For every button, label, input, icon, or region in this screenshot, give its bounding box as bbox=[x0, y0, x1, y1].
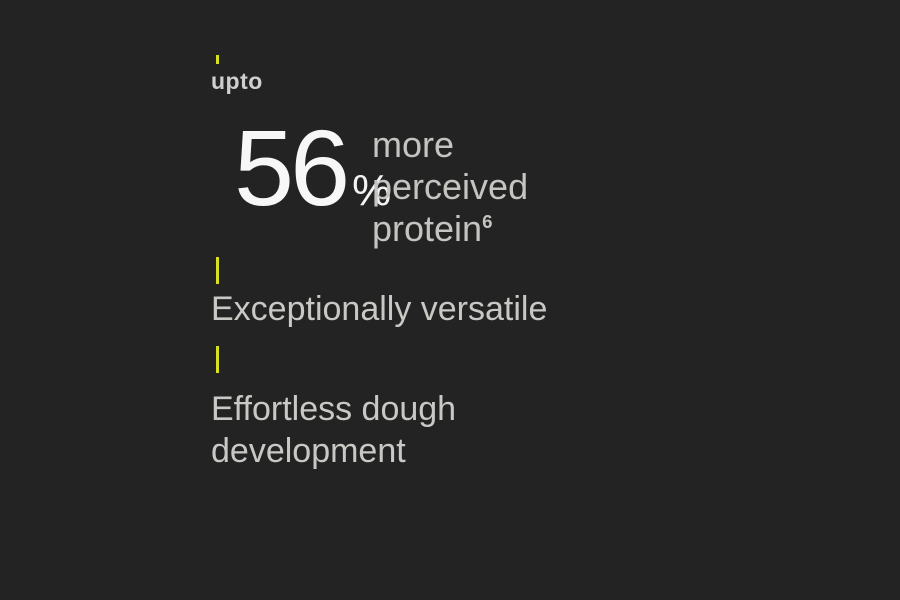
stat-unit-percent: % bbox=[352, 166, 392, 215]
feature-label: Exceptionally versatile bbox=[211, 290, 548, 328]
stat-qualifier: upto bbox=[211, 68, 263, 94]
stat-description-line: protein6 bbox=[372, 208, 528, 250]
headline-stat: 56 % bbox=[234, 114, 391, 222]
stat-value: 56 bbox=[234, 107, 350, 228]
accent-tick-small bbox=[216, 55, 219, 64]
accent-bar bbox=[216, 257, 219, 284]
feature-label: Effortless dough development bbox=[211, 390, 457, 470]
feature-item: Exceptionally versatile bbox=[211, 257, 547, 330]
stat-description: more perceived protein6 bbox=[372, 124, 528, 250]
footnote-marker: 6 bbox=[482, 211, 493, 232]
stat-description-line: perceived bbox=[372, 166, 529, 207]
stat-description-line: more bbox=[372, 124, 455, 165]
stat-description-word: protein bbox=[372, 208, 483, 249]
feature-item: Effortless dough development bbox=[211, 346, 521, 472]
accent-bar bbox=[216, 346, 219, 373]
